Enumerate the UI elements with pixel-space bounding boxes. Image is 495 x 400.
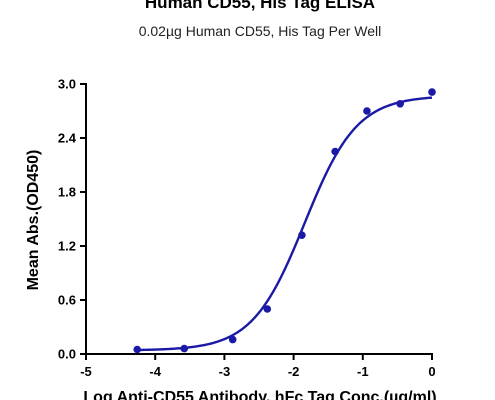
data-point xyxy=(396,100,404,108)
fit-curve xyxy=(137,96,433,352)
x-tick-label: -2 xyxy=(288,364,300,379)
y-tick-label: 0.6 xyxy=(58,293,76,308)
x-tick-label: -5 xyxy=(80,364,92,379)
x-tick-label: -4 xyxy=(149,364,161,379)
data-point xyxy=(180,344,189,353)
y-tick-label: 2.4 xyxy=(58,131,77,146)
x-axis-ticks: -5 -4 -3 -2 -1 0 xyxy=(80,354,436,379)
y-tick-label: 1.2 xyxy=(58,239,76,254)
y-axis-ticks: 0.0 0.6 1.2 1.8 2.4 3.0 xyxy=(58,77,86,362)
data-point xyxy=(428,88,436,96)
data-point xyxy=(363,107,371,115)
data-point xyxy=(298,231,306,239)
x-axis-label: Log Anti-CD55 Antibody, hFc Tag Conc.(µg… xyxy=(83,389,436,400)
y-axis-label: Mean Abs.(OD450) xyxy=(25,150,42,291)
x-tick-label: -3 xyxy=(219,364,231,379)
y-tick-label: 0.0 xyxy=(58,347,76,362)
x-tick-label: -1 xyxy=(357,364,369,379)
y-tick-label: 3.0 xyxy=(58,77,76,92)
data-point xyxy=(228,335,237,344)
y-tick-label: 1.8 xyxy=(58,185,76,200)
x-tick-label: 0 xyxy=(428,364,435,379)
data-point xyxy=(331,147,339,156)
chart-subtitle: 0.02µg Human CD55, His Tag Per Well xyxy=(139,23,382,39)
data-point xyxy=(263,305,272,313)
axes xyxy=(85,83,433,355)
data-point xyxy=(133,345,142,354)
chart-title: Human CD55, His Tag ELISA xyxy=(145,0,375,12)
data-points xyxy=(133,88,436,354)
